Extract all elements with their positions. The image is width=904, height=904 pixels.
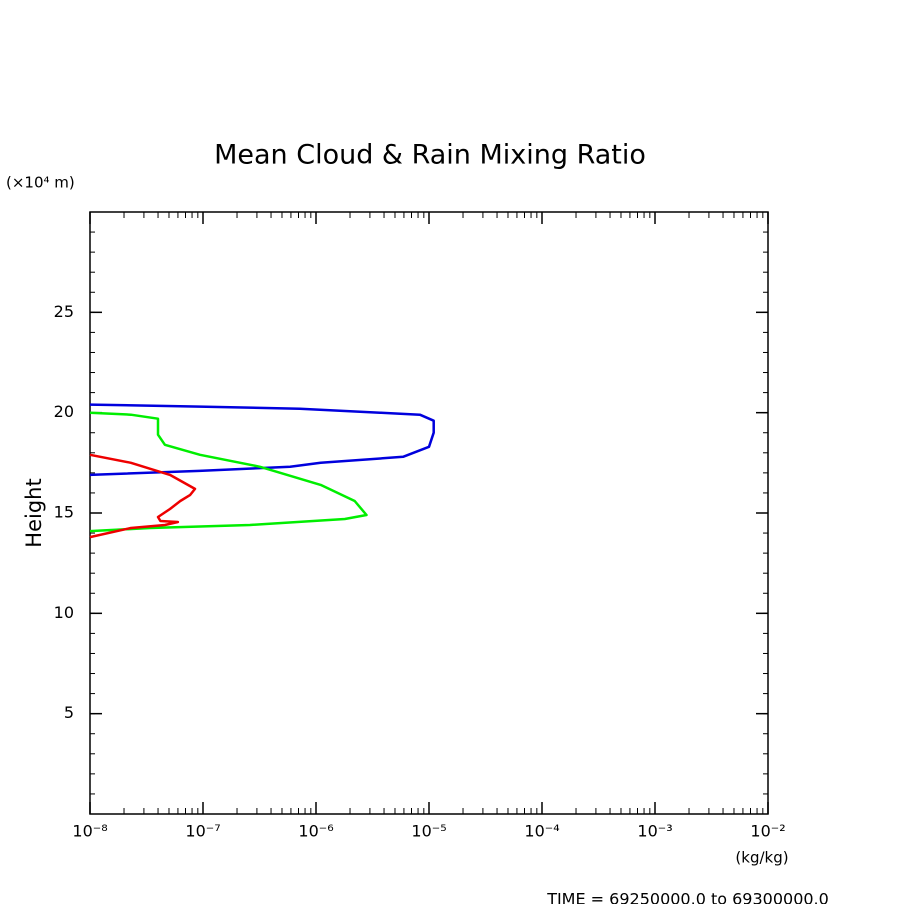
x-tick-label: 10⁻⁸ bbox=[72, 822, 107, 841]
footer: TIME = 69250000.0 to 69300000.0 bbox=[546, 890, 829, 904]
x-tick-label: 10⁻⁵ bbox=[411, 822, 446, 841]
y-tick-label: 15 bbox=[54, 503, 74, 522]
y-tick-label: 5 bbox=[64, 703, 74, 722]
profile-line bbox=[89, 411, 368, 533]
x-tick-label: 10⁻⁶ bbox=[298, 822, 333, 841]
x-tick-label: 10⁻² bbox=[750, 822, 785, 841]
x-tick-label: 10⁻⁷ bbox=[185, 822, 220, 841]
y-tick-label: 20 bbox=[54, 402, 74, 421]
x-tick-label: 10⁻³ bbox=[637, 822, 672, 841]
y-tick-label: 25 bbox=[54, 302, 74, 321]
y-axis-label: Height bbox=[22, 478, 46, 547]
y-tick-label: 10 bbox=[54, 603, 74, 622]
profile-line bbox=[89, 453, 197, 539]
chart-title: Mean Cloud & Rain Mixing Ratio bbox=[214, 140, 646, 171]
y-unit: (×10⁴ m) bbox=[6, 174, 75, 192]
plot-frame bbox=[89, 211, 769, 815]
x-tick-label: 10⁻⁴ bbox=[524, 822, 559, 841]
x-unit: (kg/kg) bbox=[735, 849, 788, 867]
profile-line bbox=[89, 403, 435, 477]
